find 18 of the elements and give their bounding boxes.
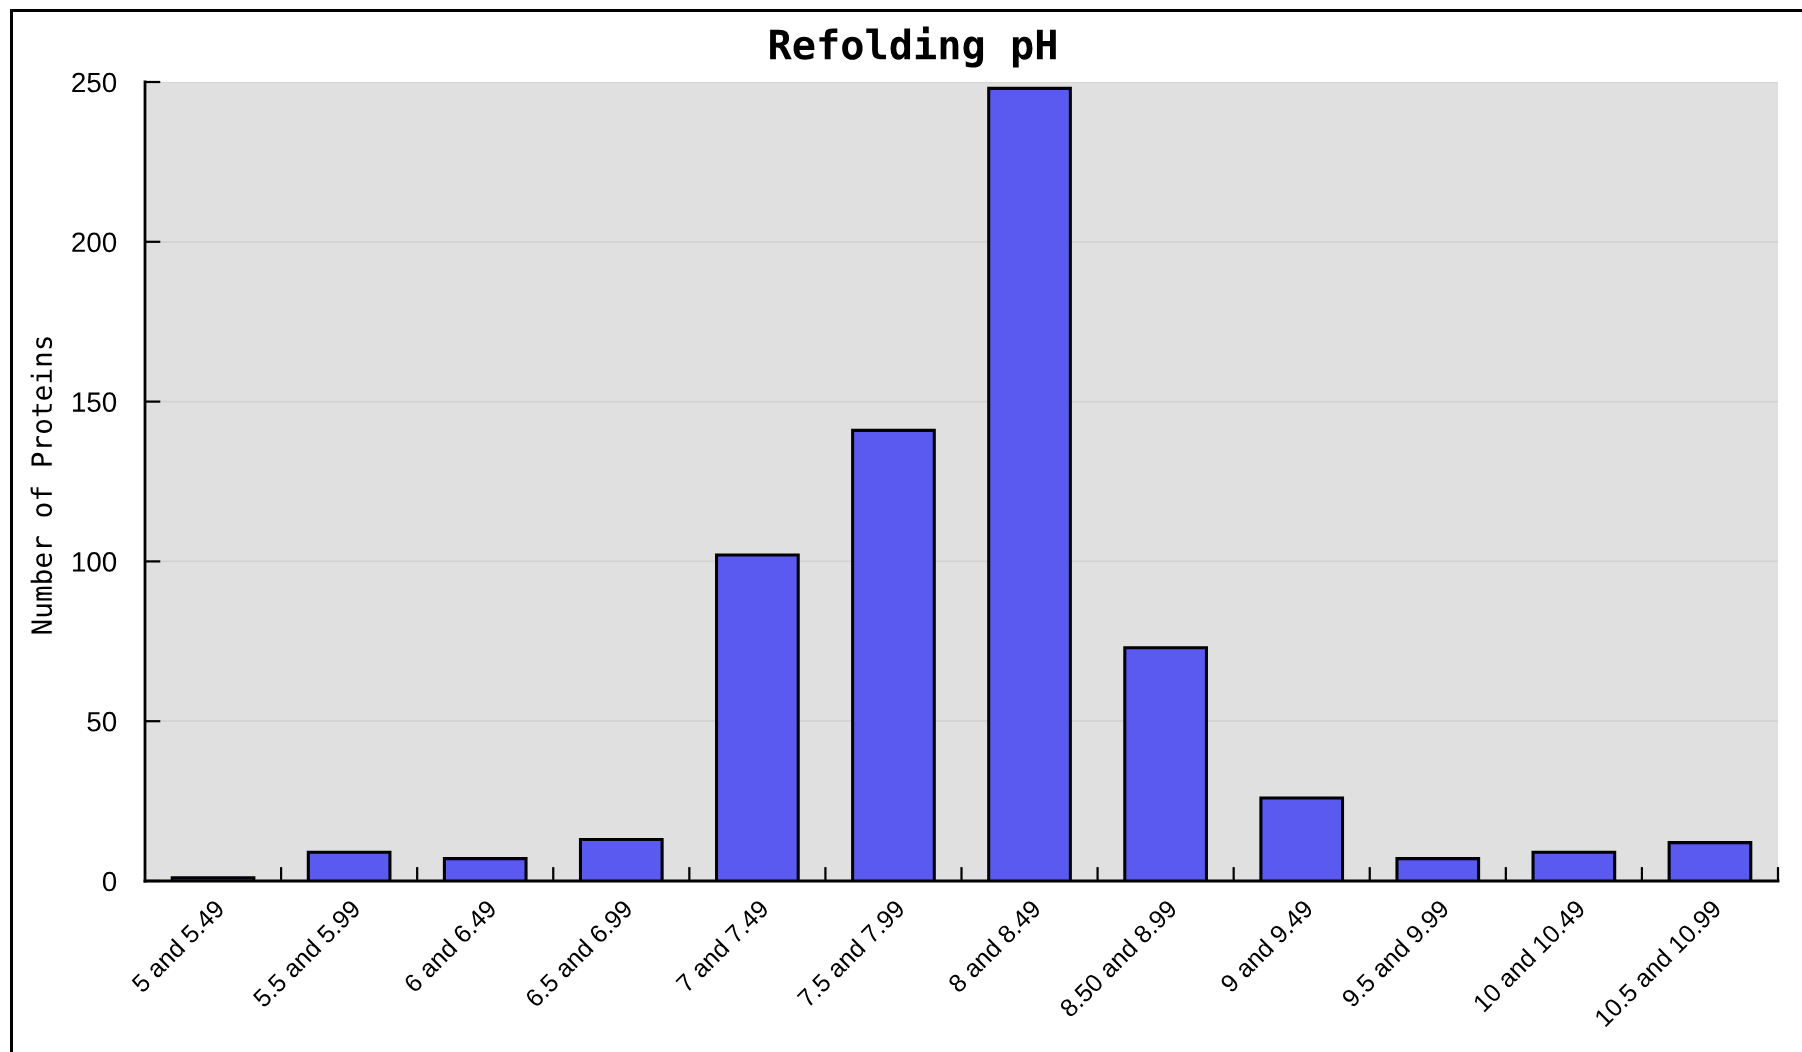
y-tick-label: 250 [72,72,117,93]
chart-title: Refolding pH [770,26,1056,68]
y-tick-label: 50 [87,711,117,732]
y-tick-label: 100 [73,552,117,572]
y-axis-title: Number of Proteins [30,337,53,634]
y-tick-label: 0 [102,871,117,892]
x-tick-label: 7 and 7.49 [674,898,770,994]
x-tick-label: 7.5 and 7.99 [796,898,906,1009]
y-tick-label: 200 [72,232,117,253]
x-tick-label: 6 and 6.49 [402,898,498,994]
y-tick-label: 150 [73,392,117,412]
x-tick-label: 9.5 and 9.99 [1340,898,1450,1009]
x-tick-label: 5 and 5.49 [130,898,226,994]
x-tick-label: 8.50 and 8.99 [1058,898,1178,1018]
x-tick-label: 9 and 9.49 [1218,898,1314,994]
x-tick-label: 8 and 8.49 [946,898,1042,994]
x-tick-label: 6.5 and 6.99 [523,898,634,1009]
x-tick-label: 5.5 and 5.99 [251,898,362,1009]
